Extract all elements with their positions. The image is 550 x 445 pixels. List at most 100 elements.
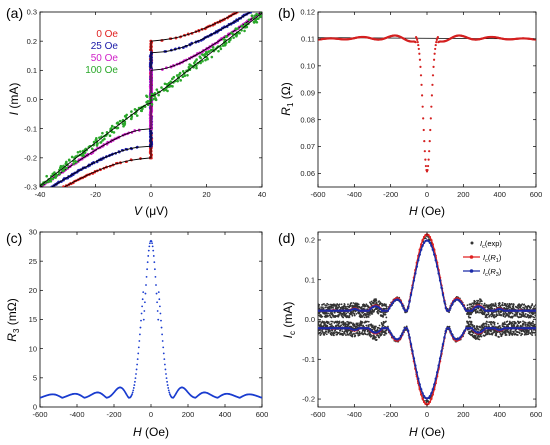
- ic-exp-point: [493, 324, 496, 326]
- panel-b-data: [318, 34, 536, 173]
- iv-point-3: [110, 127, 113, 130]
- ic-exp-point: [497, 311, 500, 313]
- r3-point: [142, 291, 145, 294]
- r3-point: [155, 284, 157, 286]
- ic-exp-point: [510, 302, 513, 305]
- ic-exp-point: [475, 308, 478, 311]
- ic-exp-point: [513, 325, 516, 327]
- ic-exp-point: [381, 329, 384, 332]
- ic-exp-point: [324, 332, 327, 334]
- ic-exp-point: [331, 320, 334, 323]
- iv-point-3: [101, 131, 104, 135]
- iv-point-3: [175, 74, 179, 77]
- iv-point-3: [90, 147, 94, 151]
- x-tick-label: 0: [149, 190, 153, 199]
- iv-point-3: [165, 83, 169, 86]
- ic-exp-point: [363, 331, 366, 333]
- ic-exp-point: [481, 310, 484, 313]
- ic-exp-point: [371, 335, 373, 337]
- ic-exp-point: [487, 312, 490, 314]
- ic-exp-point: [338, 305, 341, 308]
- iv-point-3: [186, 73, 189, 77]
- ic-exp-point: [327, 312, 330, 315]
- iv-point-3: [160, 86, 163, 89]
- ic-exp-point: [319, 331, 322, 334]
- ic-exp-point: [364, 333, 367, 336]
- r3-point: [138, 340, 141, 342]
- r1-point: [433, 52, 436, 55]
- r1-point: [432, 65, 435, 68]
- iv-point-3: [187, 65, 191, 69]
- y-tick-label: 0.0: [27, 95, 37, 104]
- r3-point: [131, 393, 134, 396]
- ic-exp-point: [331, 324, 333, 327]
- ic-exp-point: [504, 323, 507, 326]
- ic-exp-point: [490, 323, 493, 326]
- y-tick-label: 30: [29, 228, 37, 237]
- ic-exp-point: [522, 312, 525, 315]
- r1-point: [422, 117, 425, 120]
- ic-exp-point: [531, 303, 534, 305]
- r3-point: [139, 326, 142, 329]
- ic-exp-point: [495, 334, 498, 337]
- iv-point-3: [263, 13, 266, 16]
- iv-point-3: [176, 79, 179, 83]
- ic-exp-point: [469, 316, 472, 319]
- ic-exp-point: [533, 305, 536, 308]
- iv-point-3: [70, 155, 74, 159]
- r3-point: [140, 312, 143, 315]
- iv-point-3: [116, 121, 120, 124]
- iv-point-3: [204, 50, 208, 54]
- y-tick-label: 0.2: [27, 37, 37, 46]
- iv-point-3: [147, 100, 151, 103]
- r1-point: [423, 140, 426, 143]
- ic-exp-point: [487, 313, 490, 316]
- x-tick-label: -200: [383, 190, 398, 199]
- ic-exp-point: [358, 311, 361, 314]
- ic-exp-point: [522, 320, 524, 323]
- ic-exp-point: [474, 300, 476, 303]
- y-tick-label: 20: [29, 286, 37, 295]
- ic-exp-point: [318, 322, 320, 325]
- ic-exp-point: [371, 324, 374, 327]
- ic-exp-point: [335, 305, 338, 308]
- ic-exp-point: [378, 324, 381, 327]
- r1-point: [431, 83, 434, 86]
- ic-exp-point: [504, 331, 507, 334]
- r1-point: [421, 105, 424, 108]
- ic-exp-point: [475, 329, 478, 331]
- ic-exp-point: [530, 333, 532, 335]
- iv-point-3: [201, 59, 204, 63]
- iv-point-3: [145, 94, 148, 98]
- ic-exp-point: [501, 301, 504, 304]
- r3-point: [134, 380, 136, 383]
- ic-exp-point: [351, 335, 354, 338]
- ic-exp-point: [351, 304, 354, 307]
- r3-point: [157, 318, 160, 321]
- ic-exp-point: [534, 330, 536, 332]
- ic-exp-point: [512, 303, 515, 306]
- ic-fit-marker-1: [430, 397, 433, 401]
- ic-exp-point: [477, 328, 480, 331]
- ic-exp-point: [483, 302, 486, 305]
- ic-exp-point: [498, 325, 501, 327]
- ic-exp-point: [466, 307, 469, 310]
- iv-point-3: [203, 53, 207, 56]
- ic-exp-point: [318, 314, 320, 317]
- iv-point-3: [259, 14, 262, 18]
- ic-exp-point: [358, 325, 361, 327]
- ic-exp-point: [523, 303, 526, 306]
- ic-exp-point: [375, 299, 378, 302]
- ic-exp-point: [367, 320, 370, 323]
- iv-point-3: [123, 122, 127, 126]
- ic-exp-point: [369, 314, 371, 316]
- iv-point-3: [150, 103, 154, 106]
- r1-point: [419, 65, 422, 68]
- x-tick-label: 0: [425, 190, 429, 199]
- panel-c-xlabel: H (Oe): [133, 425, 169, 439]
- r1-point: [432, 58, 436, 61]
- iv-point-3: [163, 82, 167, 86]
- iv-point-3: [152, 97, 155, 101]
